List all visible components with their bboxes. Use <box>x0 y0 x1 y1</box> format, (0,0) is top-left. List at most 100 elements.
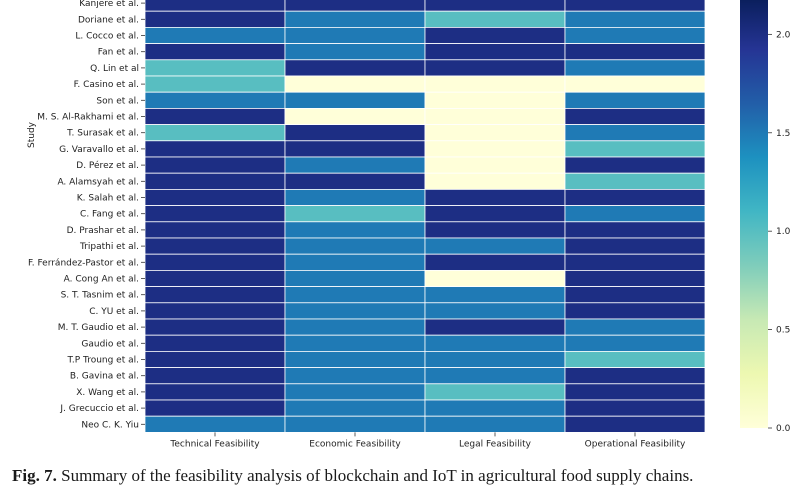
y-tick-label: L. Cocco et al. <box>75 32 139 42</box>
heatmap-cell <box>424 237 566 255</box>
x-tick-label: Operational Feasibility <box>585 439 686 449</box>
heatmap-cell <box>284 383 426 401</box>
heatmap-cell <box>424 156 566 174</box>
y-tick-label: Kanjere et al. <box>79 0 139 9</box>
colorbar-tick-label: 2.0 <box>776 30 791 40</box>
heatmap-cell <box>424 59 566 77</box>
y-tick-label: C. Fang et al. <box>80 210 139 220</box>
heatmap-cell <box>564 91 706 109</box>
heatmap-cell <box>284 156 426 174</box>
heatmap-cell <box>144 10 286 28</box>
heatmap-cell <box>564 415 706 433</box>
heatmap-cell <box>144 0 286 12</box>
colorbar-tick-label: 1.5 <box>776 129 790 139</box>
heatmap-cell <box>144 269 286 287</box>
x-tick-label: Technical Feasibility <box>169 439 260 449</box>
heatmap-cell <box>424 399 566 417</box>
colorbar-tick-label: 0.5 <box>776 326 790 336</box>
heatmap-cell <box>284 140 426 158</box>
heatmap-cell <box>424 286 566 304</box>
heatmap-cell <box>424 334 566 352</box>
feasibility-heatmap: Kanjere et al. Doriane et al. L. Cocco et … <box>27 0 791 449</box>
heatmap-cell <box>284 188 426 206</box>
y-tick-label: A. Cong An et al. <box>64 275 139 285</box>
heatmap-cell <box>284 59 426 77</box>
heatmap-cell <box>284 43 426 61</box>
heatmap-cell <box>424 140 566 158</box>
heatmap-cell <box>564 43 706 61</box>
heatmap-cell <box>564 221 706 239</box>
heatmap-cell <box>144 140 286 158</box>
heatmap-cell <box>564 286 706 304</box>
heatmap-cell <box>564 318 706 336</box>
y-tick-label: G. Varavallo et al. <box>59 145 139 155</box>
y-axis-title: Study <box>27 121 37 148</box>
feasibility-labels: Technical Feasibility Economic Feasibilit… <box>169 432 686 449</box>
heatmap-cell <box>424 415 566 433</box>
heatmap-cell <box>284 172 426 190</box>
heatmap-cell <box>564 0 706 12</box>
heatmap-cell <box>564 75 706 93</box>
heatmap-cell <box>144 334 286 352</box>
colorbar-ticks: 0.0 0.5 1.0 1.5 2.0 <box>768 30 791 434</box>
heatmap-cell <box>144 221 286 239</box>
heatmap-cell <box>424 350 566 368</box>
heatmap-cell <box>564 156 706 174</box>
heatmap-cell <box>144 237 286 255</box>
heatmap-cell <box>424 205 566 223</box>
y-tick-label: K. Salah et al. <box>77 194 139 204</box>
heatmap-cell <box>424 91 566 109</box>
y-tick-label: M. S. Al-Rakhami et al. <box>37 113 139 123</box>
heatmap-cell <box>424 318 566 336</box>
heatmap-cell <box>144 286 286 304</box>
heatmap-cell <box>284 26 426 45</box>
heatmap-cell <box>564 253 706 271</box>
heatmap-cell <box>144 26 286 45</box>
heatmap-cell <box>284 269 426 287</box>
y-tick-label: Q. Lin et al <box>90 64 139 74</box>
heatmap-cell <box>144 43 286 61</box>
heatmap-cell <box>144 156 286 174</box>
heatmap-cell <box>144 59 286 77</box>
y-tick-label: Gaudio et al. <box>81 339 139 349</box>
heatmap-cell <box>564 350 706 368</box>
y-tick-label: Doriane et al. <box>78 15 139 25</box>
heatmap-cell <box>564 10 706 28</box>
heatmap-cell <box>564 237 706 255</box>
heatmap-cell <box>424 75 566 93</box>
heatmap-cell <box>564 59 706 77</box>
heatmap-cell <box>144 75 286 93</box>
heatmap-cell <box>284 415 426 433</box>
heatmap-cell <box>284 302 426 320</box>
heatmap-cell <box>284 75 426 93</box>
heatmap-cell <box>284 286 426 304</box>
y-tick-label: B. Gavina et al. <box>70 372 139 382</box>
heatmap-cell <box>564 108 706 126</box>
study-labels: Kanjere et al. Doriane et al. L. Cocco et … <box>28 0 145 430</box>
heatmap-cell <box>144 188 286 206</box>
heatmap-cell <box>284 205 426 223</box>
heatmap-cell <box>564 205 706 223</box>
heatmap-cell <box>564 26 706 45</box>
x-tick-label: Legal Feasibility <box>459 439 532 449</box>
x-tick-label: Economic Feasibility <box>309 439 401 449</box>
y-tick-label: Neo C. K. Yiu <box>81 420 139 430</box>
heatmap-cell <box>564 172 706 190</box>
figure-caption: Fig. 7. Summary of the feasibility analy… <box>12 466 807 486</box>
heatmap-cell <box>284 91 426 109</box>
y-tick-label: Son et al. <box>96 96 139 106</box>
colorbar <box>740 0 768 428</box>
heatmap-cell <box>284 334 426 352</box>
heatmap-cell <box>284 399 426 417</box>
y-tick-label: T. Surasak et al. <box>66 129 139 139</box>
heatmap-cell <box>564 383 706 401</box>
heatmap-cell <box>144 383 286 401</box>
heatmap-cell <box>424 221 566 239</box>
heatmap-cell <box>424 269 566 287</box>
y-tick-label: F. Casino et al. <box>74 80 139 90</box>
heatmap-cell <box>424 383 566 401</box>
y-tick-label: C. YU et al. <box>89 307 139 317</box>
y-tick-label: F. Ferrández-Pastor et al. <box>28 258 139 268</box>
heatmap-cell <box>144 108 286 126</box>
heatmap-cell <box>144 350 286 368</box>
